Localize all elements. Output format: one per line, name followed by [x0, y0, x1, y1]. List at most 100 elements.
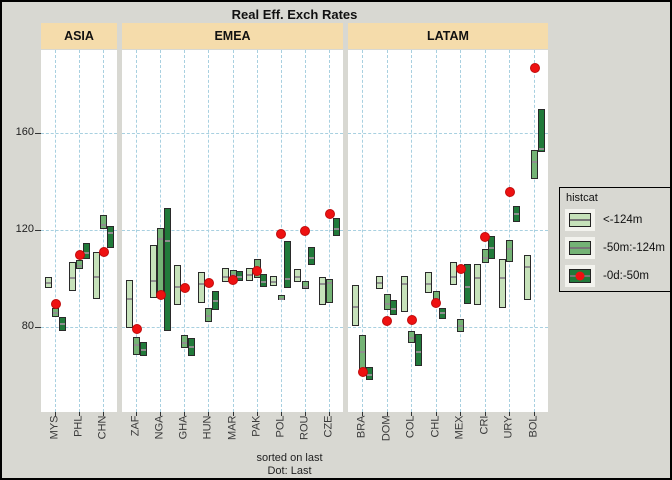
gridline-v-CHN: [103, 50, 104, 412]
bar-light-MYS: [44, 277, 52, 289]
legend-label: -0d:-50m: [603, 270, 650, 282]
bar-midline: [134, 343, 139, 346]
gridline-v-MYS: [55, 50, 56, 412]
x-label-POL: POL: [274, 415, 287, 438]
x-label-CZE: CZE: [322, 415, 335, 438]
x-label-DOM: DOM: [380, 415, 393, 442]
bar-midline: [464, 285, 470, 288]
bar-medium-MYS: [52, 307, 59, 318]
gridline-v-CZE: [329, 50, 330, 412]
gridline-v-BRA: [362, 50, 363, 412]
bar-light-NGA: [149, 244, 157, 298]
bar-light-ROU: [294, 268, 302, 283]
bar-midline: [327, 282, 332, 285]
bar-midline: [391, 307, 397, 310]
bar-midline: [271, 280, 277, 283]
bar-midline: [409, 336, 415, 339]
bar-midline: [513, 213, 519, 216]
bar-midline: [524, 266, 530, 269]
bar-dark-ROU: [308, 246, 316, 266]
x-label-HUN: HUN: [201, 415, 214, 440]
bar-medium-BOL: [531, 149, 538, 180]
x-tick-GHA: [184, 412, 186, 416]
x-tick-POL: [280, 412, 282, 416]
bar-midline: [415, 351, 421, 354]
gridline-v-HUN: [208, 50, 210, 412]
gridline-v-URY: [509, 50, 511, 412]
facet-header-latam: LATAM: [348, 23, 548, 49]
bar-light-CHN: [92, 251, 100, 300]
dot-last-CHL: [431, 297, 442, 308]
gridline-v-MAR: [232, 50, 234, 412]
footnote-sorted: sorted on last: [256, 452, 323, 464]
bar-midline: [247, 273, 253, 276]
bar-light-CRI: [474, 263, 482, 306]
bar-midline: [319, 283, 325, 286]
bar-dark-CHN: [106, 226, 114, 249]
x-tick-DOM: [386, 412, 388, 416]
x-tick-CHN: [103, 412, 104, 416]
x-label-MYS: MYS: [48, 415, 61, 440]
bar-light-DOM: [376, 276, 384, 290]
bar-medium-POL: [277, 295, 285, 301]
x-tick-PHL: [79, 412, 80, 416]
bar-midline: [384, 302, 390, 305]
dot-last-COL: [406, 314, 417, 325]
facet-header-asia: ASIA: [41, 23, 117, 49]
bar-midline: [126, 297, 132, 300]
bar-midline: [458, 324, 464, 327]
gridline-h-120: [348, 230, 548, 231]
bar-midline: [475, 277, 481, 280]
dot-last-BOL: [529, 62, 540, 73]
bar-dark-CHL: [439, 307, 447, 319]
gridline-v-CRI: [484, 50, 486, 412]
x-label-NGA: NGA: [153, 415, 166, 440]
dot-last-URY: [504, 187, 515, 198]
x-tick-CZE: [329, 412, 330, 416]
bar-midline: [237, 276, 242, 279]
bar-midline: [150, 279, 156, 282]
gridline-v-PAK: [256, 50, 258, 412]
legend-item-50m-124m: -50m:-124m: [565, 236, 665, 260]
bar-medium-ROU: [301, 280, 309, 290]
gridline-v-MEX: [460, 50, 462, 412]
x-tick-CHL: [435, 412, 437, 416]
bar-medium-CZE: [326, 278, 333, 303]
bar-dark-HUN: [211, 290, 219, 311]
x-label-BOL: BOL: [527, 415, 540, 438]
bar-light-BRA: [351, 284, 359, 326]
legend-label: <-124m: [603, 214, 643, 226]
y-tick-label-160: 160: [15, 126, 34, 138]
bar-medium-MEX: [457, 318, 465, 332]
x-label-PHL: PHL: [72, 415, 85, 437]
bar-light-ZAF: [125, 279, 133, 329]
y-tick-label-120: 120: [15, 223, 34, 235]
x-label-ZAF: ZAF: [129, 415, 142, 437]
gridline-v-GHA: [184, 50, 186, 412]
dot-last-PAK: [252, 266, 263, 277]
bar-midline: [302, 285, 308, 288]
bar-midline: [77, 265, 82, 268]
x-tick-URY: [509, 412, 511, 416]
dot-last-MYS: [50, 298, 61, 309]
x-label-BRA: BRA: [355, 415, 368, 439]
x-label-MEX: MEX: [453, 415, 466, 440]
bar-light-MEX: [449, 261, 457, 285]
bar-midline: [45, 282, 51, 285]
bar-midline: [230, 273, 236, 276]
footnote-dot: Dot: Last: [267, 465, 312, 477]
x-tick-COL: [411, 412, 413, 416]
bar-midline: [285, 278, 291, 281]
bar-midline: [333, 227, 339, 230]
dot-last-MAR: [228, 274, 238, 285]
bar-midline: [309, 256, 315, 259]
bar-light-POL: [270, 276, 278, 286]
x-tick-NGA: [160, 412, 162, 416]
bar-medium-CHN: [100, 215, 107, 229]
x-label-MAR: MAR: [226, 415, 238, 440]
bar-dark-NGA: [163, 208, 171, 331]
bar-dark-DOM: [390, 300, 398, 315]
bar-medium-BRA: [359, 335, 366, 371]
x-tick-MEX: [460, 412, 462, 416]
